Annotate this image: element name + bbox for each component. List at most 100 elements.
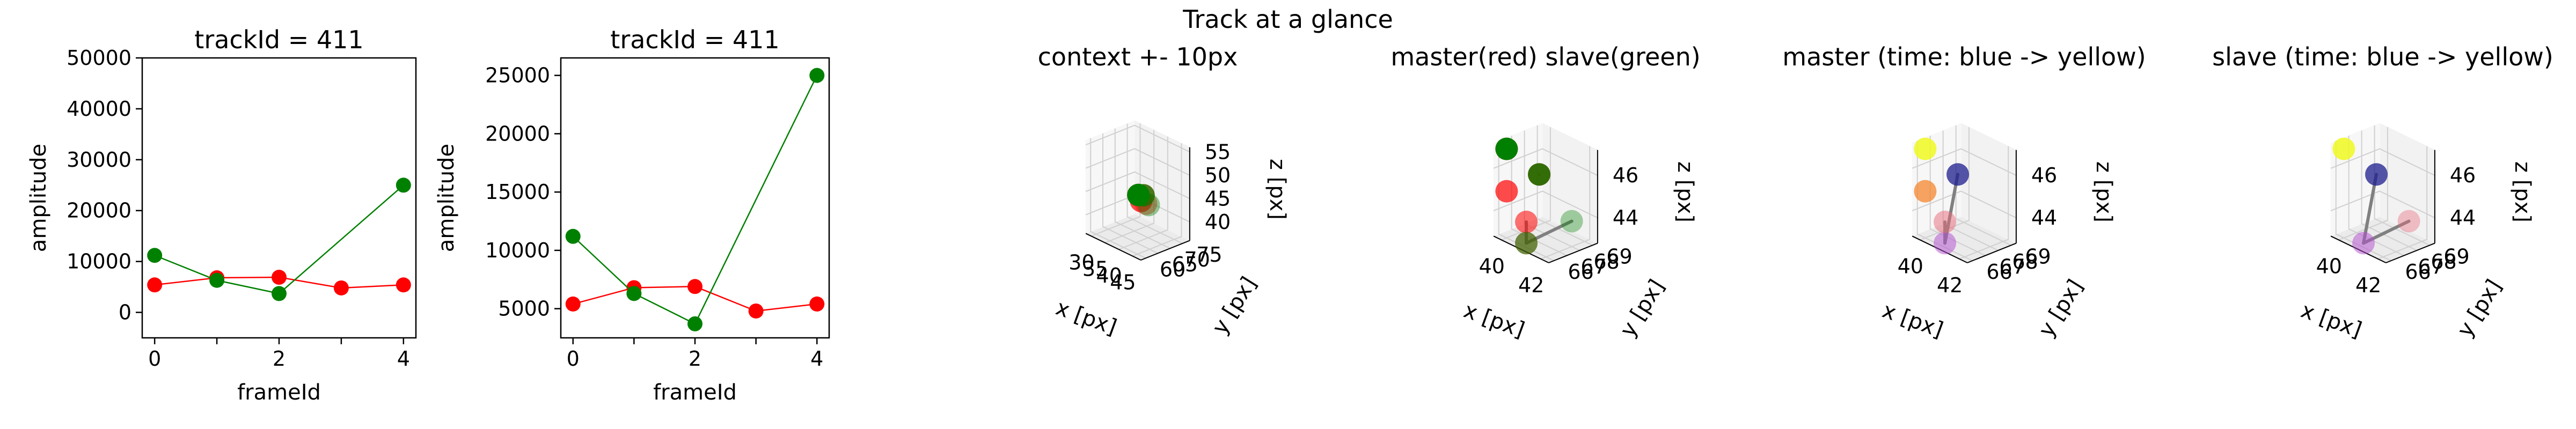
data-point <box>1137 194 1160 217</box>
grid-line <box>1091 123 1141 237</box>
grid-line <box>1090 138 1146 259</box>
z-tick-label: 46 <box>1613 164 1638 187</box>
data-point <box>209 272 225 288</box>
grid-line <box>2377 146 2428 260</box>
data-point <box>1560 210 1583 233</box>
data-point <box>147 277 163 293</box>
data-point <box>748 303 764 319</box>
grid-line <box>1501 127 1551 241</box>
z-axis-label: z [px] <box>1265 159 1290 220</box>
x-tick-label: 45 <box>1110 271 1136 294</box>
x-tick-label: 40 <box>1096 264 1122 287</box>
y-tick-label: 40000 <box>67 97 131 121</box>
data-point <box>1914 137 1937 160</box>
chart-title: master(red) slave(green) <box>1391 42 1700 71</box>
data-point <box>1132 184 1155 207</box>
data-point <box>809 296 825 312</box>
grid-line <box>1511 136 1567 256</box>
chart-title: trackId = 411 <box>610 25 779 54</box>
grid-line <box>1536 125 1593 246</box>
data-point <box>147 248 163 263</box>
x-axis-label: x [px] <box>1879 298 1946 343</box>
y-tick-label: 69 <box>1606 245 1632 268</box>
data-point <box>2332 137 2355 160</box>
figure-title: Track at a glance <box>1182 5 1393 34</box>
x-tick-label: 42 <box>1937 273 1963 297</box>
series-line-2 <box>572 75 818 325</box>
data-point <box>1495 137 1518 160</box>
y-tick-label: 69 <box>2443 245 2469 268</box>
x-axis-line <box>1085 233 1141 261</box>
x-tick-label: 0 <box>148 347 161 371</box>
grid-line <box>2348 136 2404 256</box>
x-axis-label: x [px] <box>1052 295 1119 340</box>
y-tick-label: 65 <box>1172 253 1198 276</box>
z-tick-label: 46 <box>2450 164 2476 187</box>
line-chart-1: trackId = 411 0 2 4 0 10000 20000 30000 40000 500… <box>26 25 417 405</box>
y-tick-label: 75 <box>1196 243 1222 267</box>
y-tick-label: 67 <box>2418 255 2443 279</box>
grid-line <box>2374 125 2430 246</box>
y-tick-label: 67 <box>1580 255 1606 279</box>
data-point <box>809 68 825 83</box>
x-axis-label: frameId <box>653 380 737 405</box>
grid-line <box>1912 190 2017 219</box>
y-axis-label: y [px] <box>1208 272 1262 338</box>
y-tick-label: 20000 <box>67 199 131 223</box>
chart-title: trackId = 411 <box>194 25 363 54</box>
grid-line <box>1085 148 1190 176</box>
z-axis-label: z [px] <box>2510 161 2535 223</box>
y-tick-label: 25000 <box>485 64 550 87</box>
x-tick-label: 2 <box>689 347 701 371</box>
x-tick-label: 4 <box>397 347 410 371</box>
grid-line <box>2361 130 2417 251</box>
grid-line <box>1929 136 1986 256</box>
x-axis-label: x [px] <box>1460 298 1527 343</box>
grid-line <box>1118 136 1168 250</box>
z-tick-label: 46 <box>2031 164 2057 187</box>
x-tick-label: 30 <box>1069 250 1094 274</box>
x-axis-label: x [px] <box>2297 298 2365 343</box>
data-point <box>1946 163 1970 186</box>
data-point <box>1528 163 1551 186</box>
chart-title: slave (time: blue -> yellow) <box>2212 42 2553 71</box>
grid-line <box>1912 148 2017 176</box>
data-point <box>565 228 581 244</box>
x-tick-label: 0 <box>567 347 580 371</box>
y-tick-label: 66 <box>1986 260 2012 284</box>
grid-line <box>1085 124 1190 153</box>
data-point <box>396 177 411 193</box>
line-chart-2: trackId = 411 0 2 4 5000 10000 15000 20000 25000… <box>434 25 830 405</box>
data-point <box>272 270 287 285</box>
series-line-2 <box>154 184 404 294</box>
track-segment <box>2362 173 2379 245</box>
data-point <box>1934 232 1957 255</box>
grid-line <box>1920 127 1970 241</box>
x-axis-label: frameId <box>237 380 321 405</box>
y-tick-label: 0 <box>119 301 131 324</box>
data-point <box>1495 180 1518 203</box>
grid-line <box>1493 148 1598 176</box>
grid-line <box>2330 148 2435 176</box>
grid-line <box>1132 143 1182 257</box>
x-tick-label: 42 <box>1518 273 1544 297</box>
scatter3d-chart-1: context +- 10px303540456065707540455055x… <box>1038 42 1290 340</box>
grid-line <box>1493 190 1598 219</box>
z-tick-label: 44 <box>2031 206 2057 230</box>
x-tick-label: 40 <box>2316 254 2342 278</box>
z-tick-label: 40 <box>1205 210 1231 234</box>
grid-line <box>2330 190 2435 219</box>
y-tick-label: 68 <box>1593 250 1619 273</box>
grid-line <box>1959 146 2009 260</box>
y-tick-label: 70 <box>1184 248 1210 271</box>
z-tick-label: 55 <box>1205 140 1231 164</box>
y-tick-label: 20000 <box>485 122 550 145</box>
z-tick-label: 50 <box>1205 164 1231 187</box>
data-point <box>565 296 581 312</box>
data-point <box>687 279 702 294</box>
x-tick-label: 40 <box>1479 254 1505 278</box>
y-axis-label: y [px] <box>2453 275 2507 341</box>
z-tick-label: 45 <box>1205 187 1231 210</box>
y-tick-label: 30000 <box>67 148 131 172</box>
